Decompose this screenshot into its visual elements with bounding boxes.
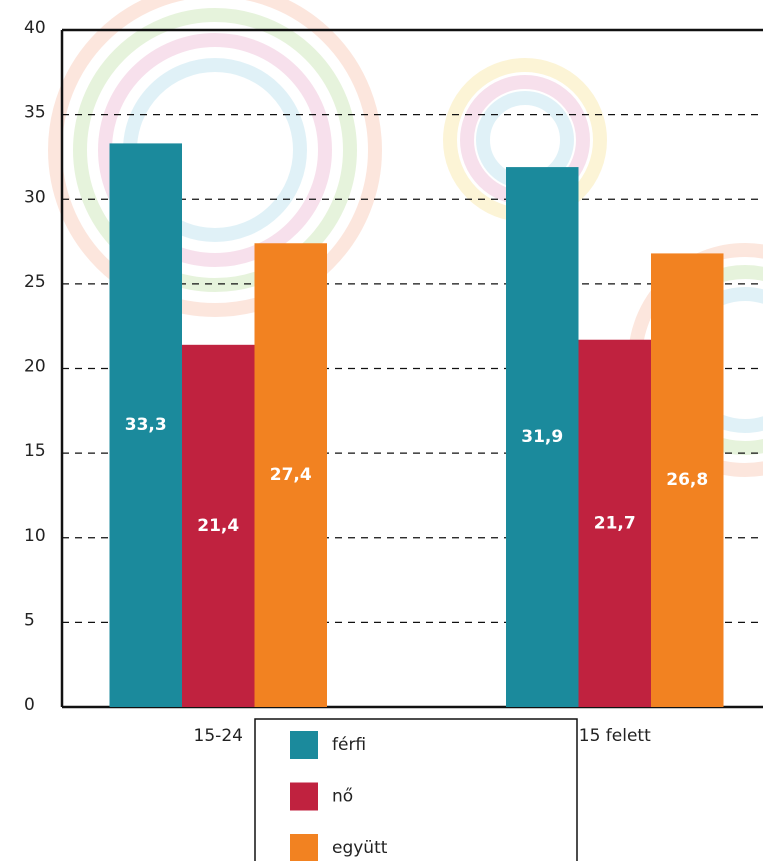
- bar: [506, 167, 579, 707]
- y-tick-label: 25: [24, 272, 46, 292]
- legend-label: férfi: [332, 735, 366, 755]
- y-tick-label: 30: [24, 187, 46, 207]
- value-label: 21,7: [594, 513, 636, 533]
- bar: [254, 243, 327, 707]
- y-tick-label: 10: [24, 526, 46, 546]
- y-tick-label: 0: [24, 695, 35, 715]
- y-tick-label: 35: [24, 103, 46, 123]
- value-label: 31,9: [521, 427, 563, 447]
- legend-swatch: [290, 731, 318, 759]
- value-label: 27,4: [270, 465, 312, 485]
- legend-label: nő: [332, 787, 353, 807]
- bar: [109, 143, 182, 707]
- y-tick-label: 40: [24, 18, 46, 38]
- value-label: 33,3: [125, 415, 167, 435]
- y-tick-label: 15: [24, 441, 46, 461]
- legend-swatch: [290, 782, 318, 811]
- value-label: 21,4: [197, 516, 239, 536]
- x-tick-label: 15 felett: [579, 726, 651, 746]
- x-tick-label: 15-24: [194, 726, 243, 746]
- value-label: 26,8: [666, 470, 708, 490]
- y-tick-label: 5: [24, 610, 35, 630]
- legend-label: együtt: [332, 838, 388, 858]
- bar: [651, 253, 724, 707]
- legend-swatch: [290, 834, 318, 861]
- bar: [578, 339, 651, 707]
- y-tick-label: 20: [24, 357, 46, 377]
- bar: [182, 344, 255, 707]
